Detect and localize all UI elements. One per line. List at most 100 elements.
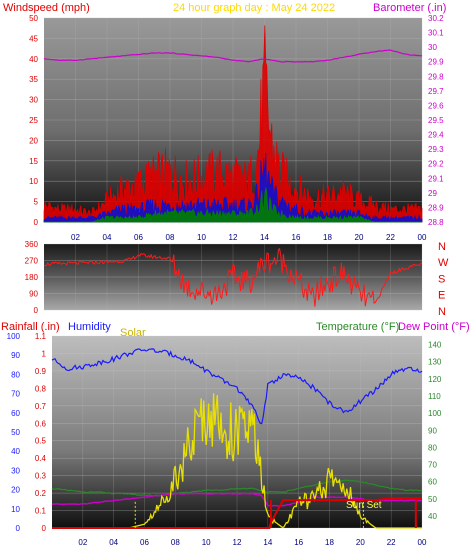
humidity-tick-label: 40 (11, 447, 20, 456)
wind-tick-label: 30 (29, 96, 38, 105)
temperature-label: Temperature (°F) (316, 321, 399, 333)
barometer-label: Barometer (.in) (373, 2, 446, 14)
wind-tick-label: 20 (29, 136, 38, 145)
wind-x-tick-label: 22 (386, 233, 395, 242)
baro-tick-label: 30 (428, 43, 437, 52)
humidity-series (51, 348, 423, 425)
humidity-tick-label: 100 (7, 332, 21, 341)
temp-x-tick-label: 02 (78, 538, 87, 547)
humidity-tick-label: 50 (11, 428, 20, 437)
temp-tick-label: 50 (428, 495, 437, 504)
humidity-label: Humidity (68, 321, 111, 333)
direction-tick-label: 270 (25, 257, 39, 266)
baro-tick-label: 29.4 (428, 131, 444, 140)
rain-tick-label: 1.1 (35, 332, 47, 341)
solar-label: Solar (120, 327, 146, 339)
compass-label: S (438, 273, 445, 285)
wind-x-tick-label: 04 (103, 233, 112, 242)
temp-tick-label: 80 (428, 443, 437, 452)
wind-tick-label: 10 (29, 177, 38, 186)
temp-tick-label: 120 (428, 375, 442, 384)
wind-x-tick-label: 18 (323, 233, 332, 242)
wind-low-series (44, 187, 422, 223)
temp-tick-label: 140 (428, 341, 442, 350)
wind-tick-label: 50 (29, 14, 38, 23)
baro-tick-label: 29 (428, 189, 437, 198)
temp-x-tick-label: 08 (171, 538, 180, 547)
baro-tick-label: 28.8 (428, 218, 444, 227)
wind-tick-label: 0 (34, 218, 39, 227)
temp-x-tick-label: 16 (294, 538, 303, 547)
baro-tick-label: 29.9 (428, 58, 444, 67)
baro-tick-label: 29.2 (428, 160, 444, 169)
temp-tick-label: 90 (428, 426, 437, 435)
wind-x-tick-label: 16 (292, 233, 301, 242)
rain-tick-label: 0.8 (35, 384, 47, 393)
temp-tick-label: 100 (428, 409, 442, 418)
wind-x-tick-label: 20 (355, 233, 364, 242)
wind-tick-label: 15 (29, 157, 38, 166)
humidity-tick-label: 20 (11, 486, 20, 495)
compass-label: N (438, 306, 446, 318)
humidity-tick-label: 30 (11, 466, 20, 475)
baro-tick-label: 29.7 (428, 87, 444, 96)
temp-tick-label: 130 (428, 358, 442, 367)
windspeed-label: Windspeed (mph) (3, 2, 90, 14)
rain-tick-label: 0.3 (35, 472, 47, 481)
baro-tick-label: 29.1 (428, 174, 444, 183)
direction-tick-label: 360 (25, 240, 39, 249)
humidity-tick-label: 0 (16, 524, 21, 533)
temp-x-tick-label: 18 (325, 538, 334, 547)
temp-x-tick-label: 10 (202, 538, 211, 547)
rainfall-series (52, 497, 422, 529)
baro-tick-label: 30.2 (428, 14, 444, 23)
compass-label: E (438, 290, 445, 302)
rain-tick-label: 0.7 (35, 402, 47, 411)
baro-tick-label: 29.5 (428, 116, 444, 125)
wind-x-tick-label: 12 (229, 233, 238, 242)
rainfall-label: Rainfall (.in) (1, 321, 60, 333)
direction-tick-label: 90 (29, 290, 38, 299)
humidity-tick-label: 90 (11, 351, 20, 360)
rain-tick-label: 1 (42, 349, 47, 358)
compass-label: N (438, 241, 446, 253)
temp-x-tick-label: 22 (387, 538, 396, 547)
barometer-series (43, 49, 423, 63)
temp-x-tick-label: 00 (418, 538, 427, 547)
temp-x-tick-label: 14 (263, 538, 272, 547)
dewpoint-label: Dew Point (°F) (398, 321, 470, 333)
rain-tick-label: 0.6 (35, 419, 47, 428)
rain-tick-label: 0.4 (35, 454, 47, 463)
temperature-series (51, 479, 423, 497)
wind-x-tick-label: 08 (166, 233, 175, 242)
temp-tick-label: 70 (428, 461, 437, 470)
temp-x-tick-label: 20 (356, 538, 365, 547)
humidity-tick-label: 70 (11, 390, 20, 399)
wind-gust-series (43, 25, 423, 223)
temp-x-tick-label: 12 (233, 538, 242, 547)
wind-x-tick-label: 14 (260, 233, 269, 242)
temp-x-tick-label: 04 (109, 538, 118, 547)
wind-x-tick-label: 02 (71, 233, 80, 242)
temp-tick-label: 110 (428, 392, 441, 401)
rain-tick-label: 0.9 (35, 367, 47, 376)
wind-tick-label: 25 (29, 116, 38, 125)
wind-tick-label: 40 (29, 55, 38, 64)
dewpoint-series (51, 492, 423, 507)
baro-tick-label: 29.8 (428, 72, 444, 81)
graph-title: 24 hour graph day : May 24 2022 (173, 2, 335, 14)
baro-tick-label: 29.6 (428, 101, 444, 110)
baro-tick-label: 28.9 (428, 203, 444, 212)
wind-x-tick-label: 00 (418, 233, 427, 242)
wind-average-series (43, 152, 423, 223)
wind-direction-series (43, 247, 423, 307)
rain-tick-label: 0.5 (35, 437, 47, 446)
wind-tick-label: 45 (29, 34, 38, 43)
humidity-tick-label: 80 (11, 370, 20, 379)
rain-tick-label: 0.2 (35, 489, 47, 498)
baro-tick-label: 30.1 (428, 29, 444, 38)
temp-tick-label: 40 (428, 512, 437, 521)
humidity-tick-label: 10 (11, 505, 20, 514)
direction-tick-label: 180 (25, 273, 39, 282)
wind-x-tick-label: 10 (197, 233, 206, 242)
